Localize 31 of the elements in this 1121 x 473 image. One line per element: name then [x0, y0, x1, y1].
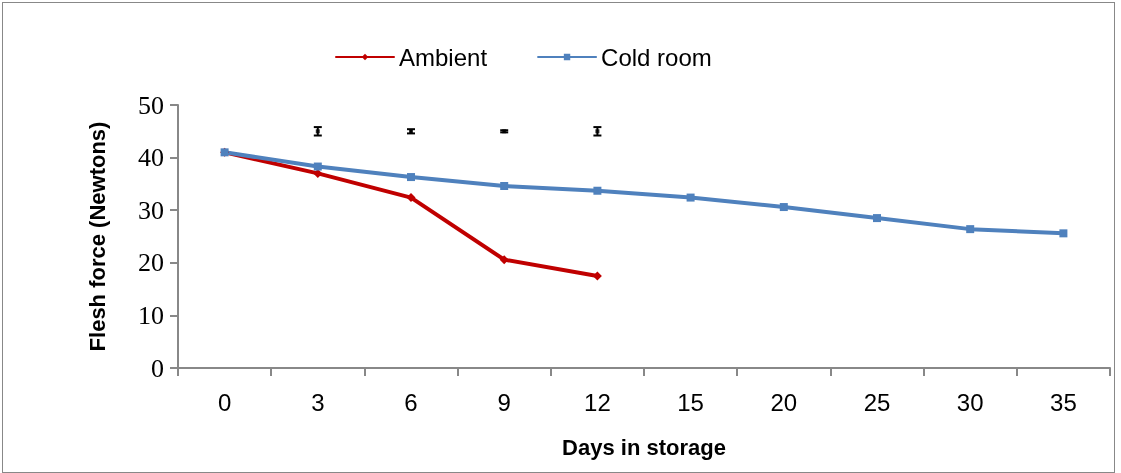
legend-label: Cold room — [601, 43, 712, 71]
x-tick-label: 6 — [404, 388, 418, 416]
y-tick-label: 40 — [138, 143, 164, 173]
y-tick-label: 20 — [138, 248, 164, 278]
y-tick-label: 50 — [138, 90, 164, 120]
x-tick-label: 15 — [677, 388, 704, 416]
y-tick-label: 0 — [151, 353, 164, 383]
x-tick-label: 30 — [956, 388, 984, 416]
x-tick-label: 12 — [584, 388, 611, 416]
x-tick-label: 9 — [497, 388, 511, 416]
point — [499, 255, 509, 265]
x-tick-label: 20 — [770, 388, 798, 416]
point — [406, 193, 416, 203]
point — [966, 225, 975, 234]
x-tick-label: 3 — [311, 388, 325, 416]
point — [407, 173, 415, 182]
y-axis-title: Flesh force (Newtons) — [84, 121, 110, 352]
x-tick-label: 0 — [217, 388, 232, 416]
point — [593, 186, 602, 195]
x-tick-label: 25 — [863, 388, 891, 416]
y-tick-label: 30 — [138, 195, 164, 225]
point — [686, 193, 695, 202]
point — [1059, 229, 1068, 238]
x-tick-label: 35 — [1050, 388, 1077, 416]
point — [500, 182, 509, 190]
y-tick-label: 10 — [138, 300, 164, 330]
point — [873, 214, 881, 223]
legend-label: Ambient — [399, 43, 488, 71]
point — [313, 162, 322, 171]
point — [779, 203, 788, 212]
x-axis-title: Days in storage — [562, 434, 726, 460]
